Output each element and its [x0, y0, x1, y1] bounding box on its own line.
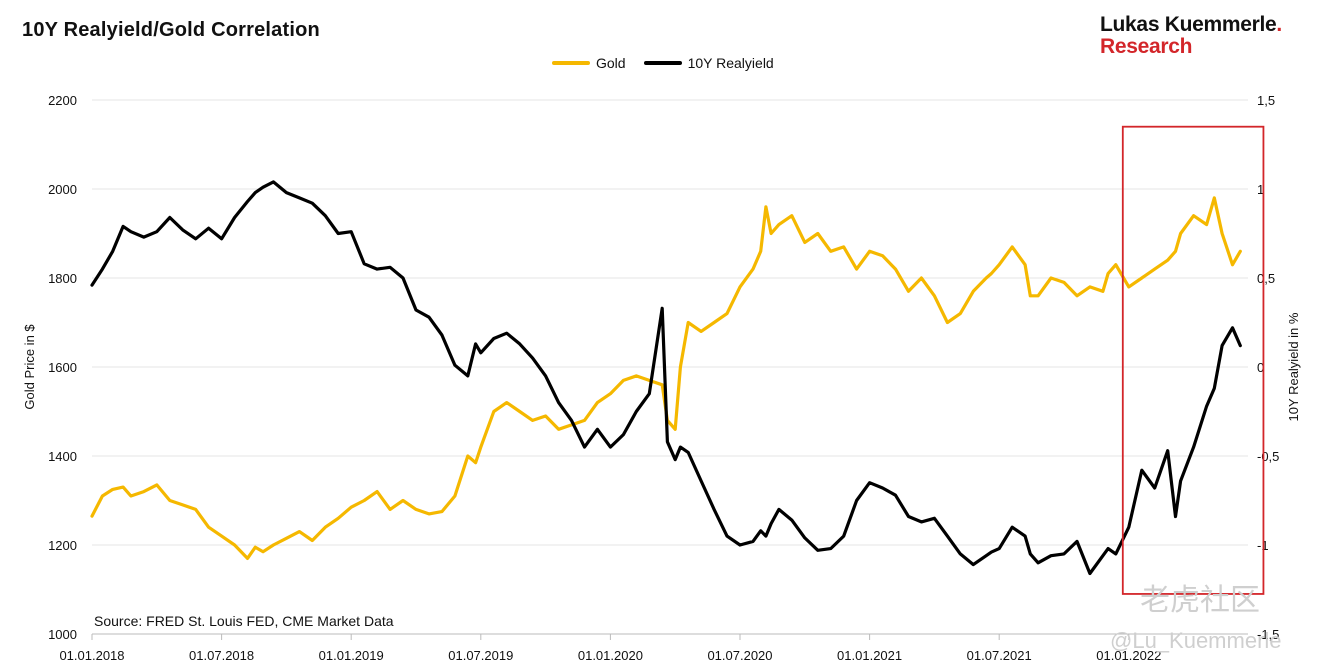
- y-tick-label-right: 0,5: [1257, 271, 1275, 286]
- series-line-gold: [90, 196, 1242, 561]
- chart-legend: Gold 10Y Realyield: [552, 55, 792, 71]
- left-y-axis-ticks: 1000 1200 1400 1600 1800 2000 2200: [48, 93, 77, 642]
- y-tick-label-left: 2200: [48, 93, 77, 108]
- source-note: Source: FRED St. Louis FED, CME Market D…: [94, 613, 394, 629]
- y-tick-label-right: 0: [1257, 360, 1264, 375]
- brand-subtitle: Research: [1100, 35, 1193, 58]
- x-tick-label: 01.01.2022: [1096, 648, 1161, 663]
- brand-logo: Lukas Kuemmerle. Research: [1100, 14, 1282, 58]
- chart-title: 10Y Realyield/Gold Correlation: [22, 19, 320, 41]
- x-axis-ticks: 01.01.2018 01.07.2018 01.01.2019 01.07.2019…: [59, 633, 1248, 663]
- legend-item-realyield: 10Y Realyield: [643, 55, 774, 71]
- right-y-axis-ticks: -1,5-1-0,500,511,5: [1257, 93, 1279, 642]
- y-tick-label-left: 2000: [48, 182, 77, 197]
- highlight-box: [1121, 125, 1265, 595]
- legend-label-realyield: 10Y Realyield: [687, 55, 774, 71]
- x-tick-label: 01.07.2020: [707, 648, 772, 663]
- x-tick-label: 01.07.2019: [448, 648, 513, 663]
- y-tick-label-right: 1,5: [1257, 93, 1275, 108]
- series-lines: [90, 180, 1242, 576]
- legend-swatch-realyield: [643, 61, 682, 65]
- legend-item-gold: Gold: [552, 55, 626, 71]
- y-tick-label-right: -0,5: [1257, 449, 1279, 464]
- x-tick-label: 01.01.2018: [59, 648, 124, 663]
- x-tick-label: 01.01.2020: [578, 648, 643, 663]
- x-tick-label: 01.01.2019: [319, 648, 384, 663]
- y-axis-label-left: Gold Price in $: [22, 324, 37, 410]
- brand-name: Lukas Kuemmerle.: [1100, 13, 1282, 36]
- y-axis-label-right: 10Y Realyield in %: [1286, 312, 1301, 421]
- y-tick-label-left: 1600: [48, 360, 77, 375]
- watermark-text: 老虎社区: [1140, 584, 1260, 617]
- y-tick-label-right: -1,5: [1257, 627, 1279, 642]
- y-tick-label-left: 1400: [48, 449, 77, 464]
- y-tick-label-left: 1800: [48, 271, 77, 286]
- x-tick-label: 01.01.2021: [837, 648, 902, 663]
- legend-swatch-gold: [552, 61, 590, 65]
- legend-label-gold: Gold: [596, 55, 626, 71]
- y-tick-label-right: 1: [1257, 182, 1264, 197]
- x-tick-label: 01.07.2021: [967, 648, 1032, 663]
- grid-lines: [92, 99, 1248, 546]
- y-tick-label-left: 1200: [48, 538, 77, 553]
- x-tick-label: 01.07.2018: [189, 648, 254, 663]
- watermark-handle: @Lu_Kuemmerle: [1110, 628, 1282, 653]
- y-tick-label-left: 1000: [48, 627, 77, 642]
- series-line-realyield: [90, 180, 1242, 576]
